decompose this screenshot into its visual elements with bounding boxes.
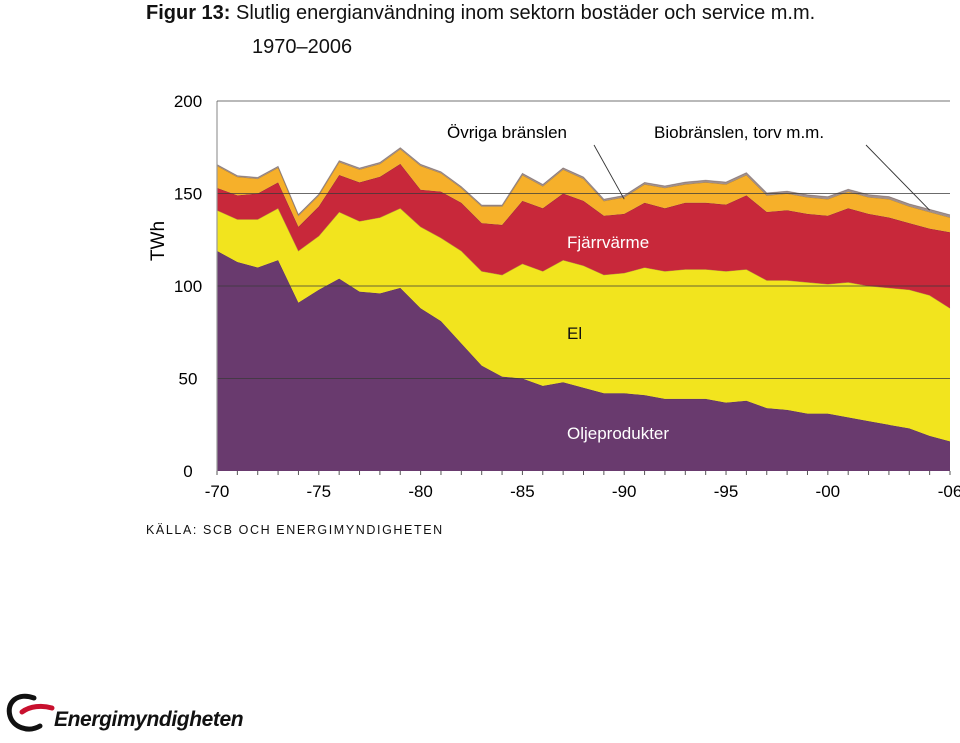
area-series-3	[217, 149, 950, 233]
x-tick-label: -00	[816, 482, 841, 501]
area-series-1	[217, 208, 950, 442]
figure-subtitle: 1970–2006	[252, 36, 353, 58]
y-axis-label: TWh	[148, 221, 169, 261]
annotation-leader-ovriga	[593, 144, 625, 200]
x-tick-label: -75	[307, 482, 332, 501]
area-series-group	[216, 147, 951, 471]
annotation-biobranslen: Biobränslen, torv m.m.	[654, 123, 824, 142]
x-tick-label: -85	[510, 482, 535, 501]
y-tick-labels: 0 50 100 150 200	[174, 92, 202, 481]
figure-title-text: Slutlig energianvändning inom sektorn bo…	[236, 2, 816, 24]
y-tick-label: 100	[174, 277, 202, 296]
source-note: KÄLLA: SCB OCH ENERGIMYNDIGHETEN	[146, 523, 444, 537]
annotation-ovriga-branslen: Övriga bränslen	[447, 123, 567, 142]
annotations: Övriga bränslen Biobränslen, torv m.m. Fjä…	[447, 123, 930, 443]
annotation-oljeprodukter: Oljeprodukter	[567, 424, 669, 443]
x-tick-label: -80	[408, 482, 433, 501]
logo-swoosh-icon	[6, 693, 55, 732]
stacked-area-chart: 0 50 100 150 200 -70 -75 -80 -85 -90 -95 -00 -06 Öv…	[148, 92, 960, 501]
x-tick-label: -70	[205, 482, 230, 501]
annotation-leader-bio	[865, 144, 930, 211]
axes	[216, 100, 951, 475]
x-tick-label: -90	[612, 482, 637, 501]
x-tick-labels: -70 -75 -80 -85 -90 -95 -00 -06	[205, 482, 960, 501]
y-tick-label: 50	[179, 370, 198, 389]
logo: Energimyndigheten	[4, 688, 264, 738]
y-tick-label: 150	[174, 185, 202, 204]
y-tick-label: 0	[183, 462, 192, 481]
gridlines	[217, 193, 950, 379]
figure-label: Figur 13:	[146, 2, 231, 24]
annotation-el: El	[567, 324, 582, 343]
x-tick-label: -95	[714, 482, 739, 501]
figure-title: Figur 13: Slutlig energianvändning inom …	[146, 2, 815, 25]
annotation-fjarrvarme: Fjärrvärme	[567, 233, 649, 252]
logo-wordmark: Energimyndigheten	[54, 708, 244, 731]
area-series-2	[217, 163, 950, 309]
y-tick-label: 200	[174, 92, 202, 111]
x-tick-label: -06	[938, 482, 960, 501]
area-series-edge-4	[216, 147, 951, 216]
area-series-0	[217, 250, 950, 471]
